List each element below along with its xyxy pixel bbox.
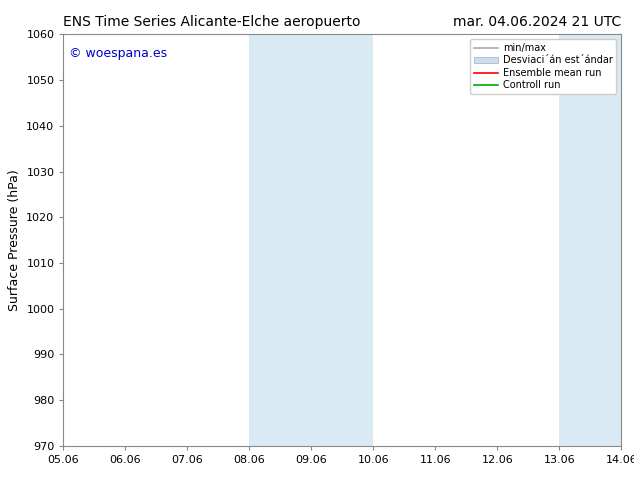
Text: ENS Time Series Alicante-Elche aeropuerto: ENS Time Series Alicante-Elche aeropuert… bbox=[63, 15, 361, 29]
Y-axis label: Surface Pressure (hPa): Surface Pressure (hPa) bbox=[8, 169, 21, 311]
Text: mar. 04.06.2024 21 UTC: mar. 04.06.2024 21 UTC bbox=[453, 15, 621, 29]
Legend: min/max, Desviaci´án est´ándar, Ensemble mean run, Controll run: min/max, Desviaci´án est´ándar, Ensemble… bbox=[470, 39, 616, 94]
Bar bbox=[559, 34, 621, 446]
Bar bbox=[249, 34, 373, 446]
Text: © woespana.es: © woespana.es bbox=[69, 47, 167, 60]
